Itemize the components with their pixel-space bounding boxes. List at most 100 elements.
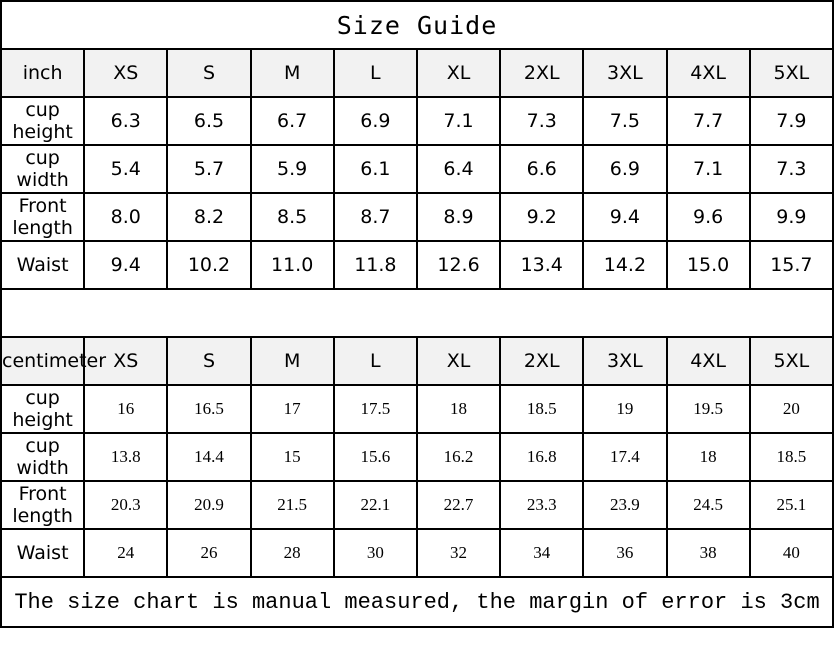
row-label: Waist	[0, 528, 86, 578]
value-cell: 6.3	[83, 96, 169, 146]
value-cell: 8.5	[249, 192, 335, 242]
value-cell: 18	[665, 432, 751, 482]
value-cell: 16.2	[415, 432, 502, 482]
table-row: Front length 8.0 8.2 8.5 8.7 8.9 9.2 9.4 9.6 9.9	[0, 192, 834, 242]
value-cell: 6.1	[332, 144, 418, 194]
value-cell: 23.3	[499, 480, 585, 530]
value-cell: 23.9	[582, 480, 668, 530]
value-cell: 9.4	[582, 192, 668, 242]
size-header: M	[249, 336, 335, 386]
size-header: S	[166, 336, 252, 386]
value-cell: 5.4	[83, 144, 169, 194]
table-row: cup width 5.4 5.7 5.9 6.1 6.4 6.6 6.9 7.1 7.3	[0, 144, 834, 194]
row-label: Front length	[0, 192, 86, 242]
size-header: XS	[83, 336, 169, 386]
value-cell: 34	[499, 528, 585, 578]
size-header: XL	[415, 48, 502, 98]
size-header: L	[332, 48, 418, 98]
value-cell: 15	[249, 432, 335, 482]
value-cell: 8.7	[332, 192, 418, 242]
spacer-row	[0, 288, 834, 338]
footer-note: The size chart is manual measured, the m…	[0, 576, 834, 628]
value-cell: 7.9	[748, 96, 834, 146]
size-header: 3XL	[582, 336, 668, 386]
value-cell: 9.2	[499, 192, 585, 242]
value-cell: 11.8	[332, 240, 418, 290]
table-title: Size Guide	[0, 0, 834, 50]
size-header: 4XL	[665, 336, 751, 386]
value-cell: 15.6	[332, 432, 418, 482]
size-header: 2XL	[499, 48, 585, 98]
value-cell: 9.6	[665, 192, 751, 242]
size-guide-table: Size Guide inch XS S M L XL 2XL 3XL 4XL 5XL cup he…	[0, 0, 834, 628]
table-row: cup height 16 16.5 17 17.5 18 18.5 19 19.5 20	[0, 384, 834, 434]
value-cell: 26	[166, 528, 252, 578]
value-cell: 5.9	[249, 144, 335, 194]
value-cell: 6.4	[415, 144, 502, 194]
value-cell: 13.8	[83, 432, 169, 482]
value-cell: 6.6	[499, 144, 585, 194]
value-cell: 19	[582, 384, 668, 434]
table-row: Front length 20.3 20.9 21.5 22.1 22.7 23.3 23.9…	[0, 480, 834, 530]
value-cell: 8.2	[166, 192, 252, 242]
unit-label: centimeter	[0, 336, 106, 386]
table-row: Waist 9.4 10.2 11.0 11.8 12.6 13.4 14.2 15.0 15.7	[0, 240, 834, 290]
row-label: cup width	[0, 144, 86, 194]
size-header: M	[249, 48, 335, 98]
value-cell: 17	[249, 384, 335, 434]
value-cell: 7.3	[499, 96, 585, 146]
unit-label: inch	[0, 48, 86, 98]
size-header: 3XL	[582, 48, 668, 98]
value-cell: 32	[415, 528, 502, 578]
value-cell: 20.9	[166, 480, 252, 530]
value-cell: 38	[665, 528, 751, 578]
row-label: cup width	[0, 432, 86, 482]
value-cell: 7.5	[582, 96, 668, 146]
value-cell: 19.5	[665, 384, 751, 434]
value-cell: 7.3	[748, 144, 834, 194]
value-cell: 14.4	[166, 432, 252, 482]
value-cell: 6.5	[166, 96, 252, 146]
value-cell: 28	[249, 528, 335, 578]
value-cell: 7.1	[665, 144, 751, 194]
table-row: Waist 24 26 28 30 32 34 36 38 40	[0, 528, 834, 578]
value-cell: 24.5	[665, 480, 751, 530]
value-cell: 8.0	[83, 192, 169, 242]
table-row: cup width 13.8 14.4 15 15.6 16.2 16.8 17.4 18 18.…	[0, 432, 834, 482]
value-cell: 17.5	[332, 384, 418, 434]
size-header: 2XL	[499, 336, 585, 386]
value-cell: 6.9	[332, 96, 418, 146]
value-cell: 25.1	[748, 480, 834, 530]
value-cell: 6.9	[582, 144, 668, 194]
value-cell: 6.7	[249, 96, 335, 146]
value-cell: 15.0	[665, 240, 751, 290]
value-cell: 16.5	[166, 384, 252, 434]
value-cell: 15.7	[748, 240, 834, 290]
value-cell: 13.4	[499, 240, 585, 290]
size-header: L	[332, 336, 418, 386]
value-cell: 20	[748, 384, 834, 434]
value-cell: 24	[83, 528, 169, 578]
value-cell: 8.9	[415, 192, 502, 242]
value-cell: 16	[83, 384, 169, 434]
value-cell: 9.4	[83, 240, 169, 290]
size-header: 5XL	[748, 48, 834, 98]
table-row: cup height 6.3 6.5 6.7 6.9 7.1 7.3 7.5 7.7 7.9	[0, 96, 834, 146]
value-cell: 22.7	[415, 480, 502, 530]
row-label: Waist	[0, 240, 86, 290]
value-cell: 17.4	[582, 432, 668, 482]
value-cell: 36	[582, 528, 668, 578]
value-cell: 40	[748, 528, 834, 578]
size-header: XS	[83, 48, 169, 98]
value-cell: 12.6	[415, 240, 502, 290]
value-cell: 18	[415, 384, 502, 434]
value-cell: 22.1	[332, 480, 418, 530]
value-cell: 21.5	[249, 480, 335, 530]
row-label: cup height	[0, 384, 86, 434]
size-header: S	[166, 48, 252, 98]
value-cell: 20.3	[83, 480, 169, 530]
value-cell: 18.5	[499, 384, 585, 434]
size-header: XL	[415, 336, 502, 386]
value-cell: 11.0	[249, 240, 335, 290]
inch-header-row: inch XS S M L XL 2XL 3XL 4XL 5XL	[0, 48, 834, 98]
